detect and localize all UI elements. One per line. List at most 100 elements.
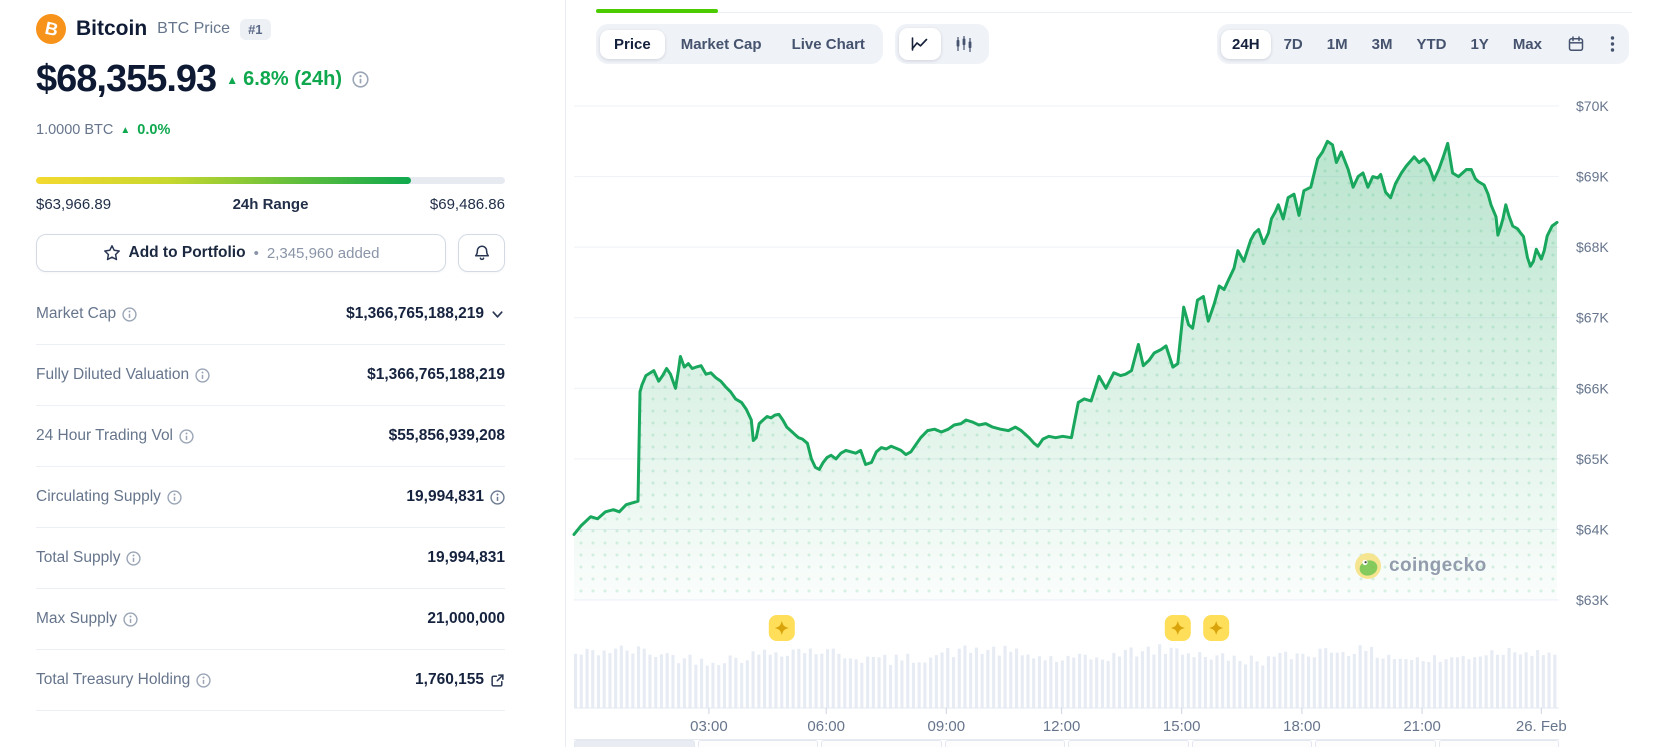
- timeline-navigator[interactable]: [574, 739, 1559, 747]
- stat-label: Circulating Supply: [36, 488, 161, 505]
- current-price: $68,355.93: [36, 58, 217, 100]
- stat-label: Fully Diluted Valuation: [36, 366, 190, 383]
- range-center-label: 24h Range: [232, 196, 309, 213]
- tab-market-cap[interactable]: Market Cap: [667, 30, 776, 59]
- svg-text:$63K: $63K: [1576, 592, 1609, 608]
- stat-label: Max Supply: [36, 610, 117, 627]
- info-icon[interactable]: [123, 611, 138, 627]
- svg-text:$64K: $64K: [1576, 521, 1609, 537]
- svg-text:18:00: 18:00: [1283, 718, 1321, 735]
- info-icon[interactable]: [126, 550, 142, 566]
- stat-row-fdv: Fully Diluted Valuation $1,366,765,188,2…: [36, 345, 505, 406]
- candlestick-chart-icon[interactable]: [943, 28, 985, 60]
- info-icon[interactable]: [352, 71, 369, 88]
- stat-value: 19,994,831: [427, 549, 505, 566]
- stat-label: Market Cap: [36, 305, 117, 322]
- stat-label: 24 Hour Trading Vol: [36, 427, 174, 444]
- btc-change: 0.0%: [137, 122, 171, 138]
- svg-text:$69K: $69K: [1576, 169, 1609, 185]
- external-link-icon[interactable]: [490, 673, 505, 688]
- stat-row-total-supply: Total Supply 19,994,831: [36, 528, 505, 589]
- chart-controls: Price Market Cap Live Chart 24H 7D 1M 3M…: [596, 24, 1629, 64]
- event-marker-icon: [1164, 615, 1191, 641]
- actions-row: Add to Portfolio • 2,345,960 added: [36, 234, 505, 272]
- svg-text:$65K: $65K: [1576, 451, 1609, 467]
- calendar-icon[interactable]: [1555, 28, 1597, 60]
- added-count: 2,345,960 added: [266, 244, 380, 262]
- stat-row-max-supply: Max Supply 21,000,000: [36, 589, 505, 650]
- active-tab-underline: [596, 9, 718, 13]
- bullet: •: [253, 244, 259, 262]
- svg-text:09:00: 09:00: [928, 718, 966, 735]
- up-triangle-icon: ▲: [120, 124, 131, 136]
- tab-price[interactable]: Price: [600, 29, 665, 59]
- range-7d[interactable]: 7D: [1273, 30, 1314, 59]
- time-range-group: 24H 7D 1M 3M YTD 1Y Max: [1217, 24, 1629, 64]
- more-options-icon[interactable]: [1599, 28, 1625, 60]
- chart-type-group: [894, 24, 989, 64]
- coingecko-logo-icon: [1355, 553, 1381, 579]
- stat-row-trading-vol: 24 Hour Trading Vol $55,856,939,208: [36, 406, 505, 467]
- stat-value: 19,994,831: [406, 488, 484, 505]
- price-alert-button[interactable]: [458, 234, 505, 272]
- price-row: $68,355.93 ▲ 6.8% (24h): [36, 58, 369, 101]
- info-icon[interactable]: [179, 428, 194, 444]
- range-max[interactable]: Max: [1502, 30, 1553, 59]
- svg-text:$66K: $66K: [1576, 380, 1609, 396]
- range-ytd[interactable]: YTD: [1405, 30, 1457, 59]
- info-icon[interactable]: [196, 672, 211, 688]
- price-change-24h: ▲ 6.8% (24h): [226, 68, 342, 91]
- chart-panel: Price Market Cap Live Chart 24H 7D 1M 3M…: [565, 0, 1662, 747]
- price-chart-svg[interactable]: $70K $69K $68K $67K $66K $65K $64K $63K 03:00 06:…: [566, 0, 1662, 747]
- line-chart-icon[interactable]: [898, 28, 941, 60]
- range-labels: $63,966.89 24h Range $69,486.86: [36, 196, 505, 213]
- chart-tab-group: Price Market Cap Live Chart: [596, 24, 883, 64]
- stat-value: 1,760,155: [415, 671, 484, 688]
- range-bar-fill: [36, 177, 412, 184]
- stat-value: 21,000,000: [427, 610, 505, 627]
- watermark-text: coingecko: [1389, 555, 1487, 576]
- info-icon[interactable]: [490, 489, 505, 505]
- price-change-label: 6.8% (24h): [243, 68, 343, 90]
- stat-row-circulating-supply: Circulating Supply 19,994,831: [36, 467, 505, 528]
- svg-text:26. Feb: 26. Feb: [1516, 718, 1567, 735]
- event-marker-icon: [1203, 615, 1230, 641]
- coin-ticker-label: BTC Price: [157, 20, 231, 37]
- svg-text:06:00: 06:00: [807, 718, 845, 735]
- stat-label: Total Supply: [36, 549, 121, 566]
- chevron-down-icon[interactable]: [490, 307, 505, 322]
- svg-text:21:00: 21:00: [1403, 718, 1441, 735]
- btc-equivalent-row: 1.0000 BTC ▲ 0.0%: [36, 122, 170, 138]
- add-to-portfolio-button[interactable]: Add to Portfolio • 2,345,960 added: [36, 234, 446, 272]
- range-24h[interactable]: 24H: [1221, 29, 1271, 59]
- bell-icon: [474, 245, 489, 261]
- stat-label: Total Treasury Holding: [36, 671, 191, 688]
- info-icon[interactable]: [122, 306, 137, 322]
- svg-text:$67K: $67K: [1576, 310, 1609, 326]
- up-triangle-icon: ▲: [226, 72, 239, 87]
- add-to-portfolio-label: Add to Portfolio: [128, 244, 246, 261]
- tab-live-chart[interactable]: Live Chart: [778, 30, 879, 59]
- range-3m[interactable]: 3M: [1361, 30, 1404, 59]
- btc-equivalent: 1.0000 BTC: [36, 122, 114, 138]
- stats-list: Market Cap $1,366,765,188,219 Fully Dilu…: [36, 284, 505, 711]
- svg-text:03:00: 03:00: [690, 718, 728, 735]
- coin-summary-panel: B Bitcoin BTC Price #1 $68,355.93 ▲ 6.8%…: [0, 0, 565, 747]
- svg-text:15:00: 15:00: [1163, 718, 1201, 735]
- bitcoin-logo-icon: B: [36, 14, 66, 44]
- event-marker-icon: [768, 615, 795, 641]
- range-low: $63,966.89: [36, 196, 112, 213]
- stat-row-market-cap: Market Cap $1,366,765,188,219: [36, 284, 505, 345]
- info-icon[interactable]: [195, 367, 210, 383]
- stat-value: $1,366,765,188,219: [367, 366, 505, 383]
- range-bar-track: [36, 177, 505, 184]
- stat-value: $1,366,765,188,219: [346, 305, 484, 322]
- info-icon[interactable]: [167, 489, 182, 505]
- coingecko-watermark: coingecko: [1354, 552, 1487, 580]
- range-1m[interactable]: 1M: [1316, 30, 1359, 59]
- star-icon: [103, 245, 120, 261]
- svg-text:$70K: $70K: [1576, 98, 1609, 114]
- stat-row-treasury-holding: Total Treasury Holding 1,760,155: [36, 650, 505, 711]
- range-1y[interactable]: 1Y: [1459, 30, 1499, 59]
